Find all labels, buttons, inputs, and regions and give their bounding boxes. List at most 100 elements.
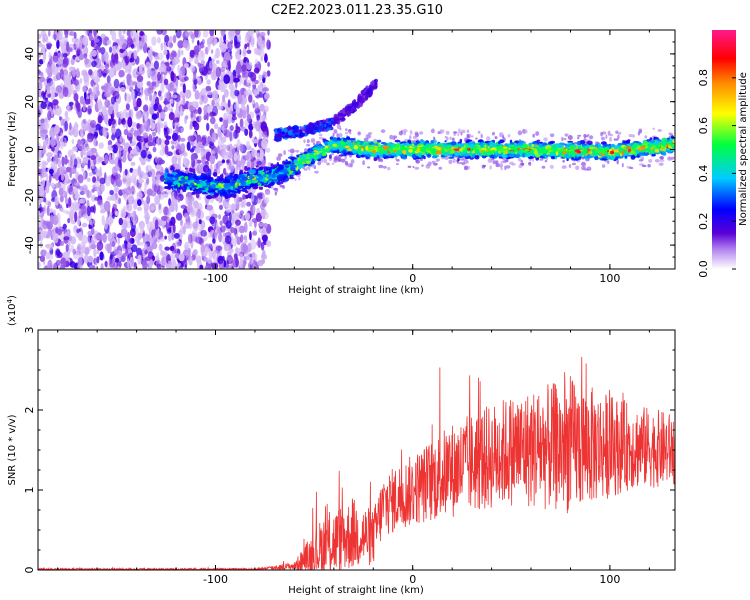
heatmap-cell <box>77 174 84 184</box>
heatmap-cell <box>193 70 197 81</box>
heatmap-cell <box>224 235 232 245</box>
heatmap-cell <box>249 256 254 265</box>
heatmap-cell <box>567 140 574 143</box>
heatmap-cell <box>261 138 268 150</box>
heatmap-cell <box>169 81 174 92</box>
heatmap-cell <box>457 132 460 137</box>
heatmap-cell <box>200 243 206 253</box>
heatmap-cell <box>94 234 102 240</box>
heatmap-cell <box>79 95 85 105</box>
heatmap-cell <box>349 138 356 141</box>
heatmap-cell <box>39 203 42 214</box>
heatmap-cell <box>163 78 169 86</box>
heatmap-cell <box>186 141 191 151</box>
heatmap-cell <box>146 244 153 254</box>
heatmap-cell <box>101 215 105 226</box>
heatmap-cell <box>118 30 122 38</box>
heatmap-cell <box>217 138 225 147</box>
heatmap-cell <box>120 228 128 238</box>
heatmap-cell <box>234 89 240 97</box>
heatmap-cell <box>95 140 98 147</box>
heatmap-cell <box>248 219 253 227</box>
heatmap-cell <box>390 135 394 140</box>
heatmap-cell <box>64 34 69 39</box>
heatmap-cell <box>436 158 441 162</box>
heatmap-cell <box>659 159 665 162</box>
heatmap-cell <box>169 35 173 43</box>
heatmap-cell <box>186 250 192 256</box>
heatmap-cell <box>215 163 219 170</box>
heatmap-cell <box>669 157 673 161</box>
heatmap-cell <box>94 38 100 43</box>
heatmap-cell <box>163 193 169 198</box>
heatmap-cell <box>171 132 179 142</box>
heatmap-cell <box>267 61 270 67</box>
heatmap-cell <box>532 158 535 162</box>
heatmap-cell <box>122 108 128 119</box>
heatmap-cell <box>563 137 567 141</box>
heatmap-cell <box>59 166 64 175</box>
heatmap-cell <box>49 137 56 148</box>
heatmap-cell <box>318 136 324 140</box>
heatmap-cell <box>149 106 155 115</box>
heatmap-cell <box>42 33 48 42</box>
heatmap-cell <box>117 266 120 269</box>
heatmap-cell <box>528 161 532 166</box>
heatmap-cell <box>215 60 220 64</box>
heatmap-cell <box>246 201 252 207</box>
heatmap-cell <box>505 165 511 169</box>
heatmap-cell <box>172 34 177 44</box>
heatmap-cell <box>173 88 177 95</box>
heatmap-cell <box>270 163 274 168</box>
heatmap-cell <box>78 231 83 241</box>
heatmap-cell <box>457 157 460 162</box>
heatmap-cell <box>172 223 176 234</box>
heatmap-cell <box>115 171 119 182</box>
heatmap-cell <box>544 159 548 163</box>
heatmap-cell <box>236 144 240 152</box>
heatmap-cell <box>442 129 445 134</box>
heatmap-cell <box>263 105 269 113</box>
heatmap-cell <box>188 135 194 142</box>
heatmap-cell <box>241 108 248 119</box>
heatmap-cell <box>222 94 226 103</box>
heatmap-cell <box>287 149 292 152</box>
heatmap-cell <box>262 40 266 48</box>
heatmap-cell <box>43 205 47 215</box>
heatmap-cell <box>124 65 129 74</box>
heatmap-cell <box>81 160 86 168</box>
heatmap-cell <box>482 164 487 168</box>
heatmap-cell <box>120 39 127 50</box>
heatmap-cell <box>204 246 209 254</box>
heatmap-cell <box>142 104 149 112</box>
heatmap-cell <box>156 30 163 35</box>
heatmap-cell <box>489 165 492 170</box>
heatmap-cell <box>154 55 160 60</box>
heatmap-cell <box>198 219 202 225</box>
heatmap-cell <box>99 209 106 214</box>
heatmap-cell <box>132 97 137 108</box>
heatmap-cell <box>437 131 441 135</box>
heatmap-cell <box>182 94 186 106</box>
heatmap-cell <box>152 51 155 56</box>
heatmap-cell <box>219 220 223 226</box>
heatmap-cell <box>133 213 138 224</box>
heatmap-cell <box>143 186 147 196</box>
heatmap-cell <box>605 134 608 139</box>
heatmap-cell <box>247 30 255 37</box>
heatmap-cell <box>344 161 349 165</box>
heatmap-cell <box>571 162 577 166</box>
heatmap-cell <box>415 132 419 138</box>
heatmap-cell <box>42 55 46 64</box>
heatmap-cell <box>365 94 369 101</box>
heatmap-cell <box>161 215 168 221</box>
heatmap-cell <box>208 243 213 250</box>
heatmap-cell <box>44 137 51 147</box>
heatmap-cell <box>256 160 262 166</box>
heatmap-cell <box>182 83 186 94</box>
heatmap-cell <box>659 155 664 160</box>
heatmap-cell <box>561 165 567 169</box>
heatmap-cell <box>313 142 316 146</box>
heatmap-cell <box>200 50 204 58</box>
heatmap-cell <box>90 49 97 57</box>
